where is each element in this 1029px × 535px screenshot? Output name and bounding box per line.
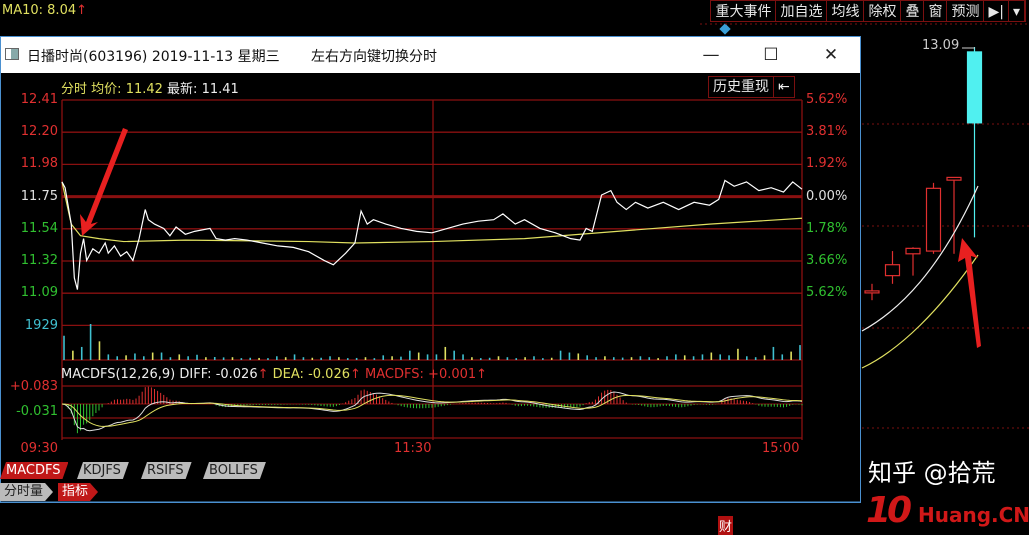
finance-badge: 财	[718, 516, 734, 535]
ma10-value: MA10: 8.04	[2, 3, 77, 18]
up-arrow-icon: ↑	[76, 3, 88, 18]
tab-kdjfs[interactable]: KDJFS	[77, 462, 129, 479]
price-tick: 12.41	[20, 92, 58, 107]
price-tick: 12.20	[20, 124, 58, 140]
mode-label: 分时	[61, 82, 88, 97]
price-tick: 11.54	[20, 220, 58, 236]
window-hint: 左右方向键切换分时	[311, 49, 437, 65]
price-tick: 11.32	[20, 253, 58, 268]
annotation-arrow-icon	[80, 128, 128, 236]
close-button[interactable]: ✕	[823, 45, 839, 65]
major-events-button[interactable]: 重大事件	[711, 1, 777, 21]
percent-tick: 5.62%	[806, 92, 848, 107]
ma-yellow-line	[861, 254, 979, 369]
candle-body	[966, 51, 983, 124]
percent-tick: 3.66%	[806, 253, 848, 268]
ex-rights-button[interactable]: 除权	[864, 1, 902, 21]
macd-value: +0.001	[428, 367, 477, 382]
up-arrow-icon: ↑	[257, 367, 269, 382]
app-icon	[5, 48, 19, 60]
diff-label: DIFF:	[179, 367, 212, 382]
percent-tick: 0.00%	[806, 188, 848, 204]
candle-body	[884, 264, 901, 277]
maximize-button[interactable]: ☐	[763, 45, 779, 65]
tab-volume[interactable]: 分时量	[0, 483, 53, 501]
candle-body	[946, 176, 962, 181]
top-bar: MA10: 8.04↑ 重大事件 加自选 均线 除权 叠 窗 预测 ▶| ▾	[0, 0, 1029, 24]
window-title: 日播时尚(603196) 2019-11-13 星期三	[27, 49, 280, 65]
percent-tick: 3.81%	[806, 124, 848, 140]
dea-label: DEA:	[272, 367, 304, 382]
price-line	[61, 179, 803, 290]
price-tick: 11.09	[20, 285, 58, 301]
history-replay-button[interactable]: 历史重现	[713, 79, 769, 95]
time-tick: 15:00	[762, 441, 800, 456]
price-tick: 11.98	[20, 156, 58, 172]
up-arrow-icon: ↑	[350, 367, 361, 382]
moving-average-button[interactable]: 均线	[827, 1, 865, 21]
last-label: 最新:	[167, 82, 198, 97]
up-arrow-icon: ↑	[476, 367, 488, 382]
chart-info: 分时 均价: 11.42 最新: 11.41	[61, 78, 239, 97]
watermark-text: 知乎 @拾荒	[868, 459, 996, 487]
ma-white-line	[861, 185, 979, 332]
forecast-button[interactable]: 预测	[947, 1, 985, 21]
ma10-readout: MA10: 8.04↑	[2, 3, 87, 18]
macd-header: MACDFS(12,26,9) DIFF: -0.026↑ DEA: -0.02…	[61, 367, 487, 382]
skip-end-icon[interactable]: ▶|	[984, 1, 1009, 21]
last-value: 11.41	[201, 82, 239, 97]
high-price-label: 13.09	[922, 38, 960, 53]
window-button[interactable]: 窗	[924, 1, 948, 21]
macd-tick: +0.083	[9, 379, 58, 394]
diff-value: -0.026	[215, 367, 258, 382]
diff-line	[61, 391, 803, 432]
macd-tick: -0.031	[16, 404, 58, 419]
site-logo: 10	[866, 490, 912, 531]
macd-title: MACDFS(12,26,9)	[61, 367, 176, 382]
avg-value: 11.42	[125, 82, 163, 97]
add-watchlist-button[interactable]: 加自选	[776, 1, 828, 21]
toolbar: 重大事件 加自选 均线 除权 叠 窗 预测 ▶| ▾	[710, 0, 1026, 22]
time-tick: 11:30	[394, 441, 432, 456]
dea-line	[61, 394, 803, 427]
avg-label: 均价:	[91, 82, 122, 97]
avg-price-line	[61, 181, 803, 244]
volume-tick: 1929	[24, 318, 58, 333]
minimize-button[interactable]: —	[702, 45, 720, 65]
dea-value: -0.026	[308, 367, 350, 382]
history-replay: 历史重现 ⇤	[708, 76, 795, 98]
annotation-arrow-icon	[958, 238, 981, 348]
title-bar[interactable]: 日播时尚(603196) 2019-11-13 星期三 左右方向键切换分时 — …	[1, 37, 860, 73]
tab-bollfs[interactable]: BOLLFS	[203, 462, 266, 479]
percent-tick: 1.92%	[806, 156, 848, 172]
macd-label: MACDFS:	[365, 367, 424, 382]
arrow-left-bar-icon[interactable]: ⇤	[773, 77, 794, 97]
dropdown-icon[interactable]: ▾	[1009, 1, 1025, 21]
time-tick: 09:30	[20, 441, 58, 456]
site-name: Huang.CN	[918, 503, 1029, 527]
percent-tick: 5.62%	[806, 285, 848, 301]
price-tick: 11.75	[20, 188, 58, 204]
candle-body	[864, 290, 880, 294]
intraday-popup-window: 日播时尚(603196) 2019-11-13 星期三 左右方向键切换分时 — …	[0, 36, 861, 503]
percent-tick: 1.78%	[806, 220, 848, 236]
tab-rsifs[interactable]: RSIFS	[141, 462, 192, 479]
tab-indicator[interactable]: 指标	[58, 483, 98, 501]
candle-body	[905, 247, 921, 255]
tab-macdfs[interactable]: MACDFS	[0, 462, 68, 479]
candle-body	[925, 187, 942, 252]
overlay-button[interactable]: 叠	[901, 1, 925, 21]
